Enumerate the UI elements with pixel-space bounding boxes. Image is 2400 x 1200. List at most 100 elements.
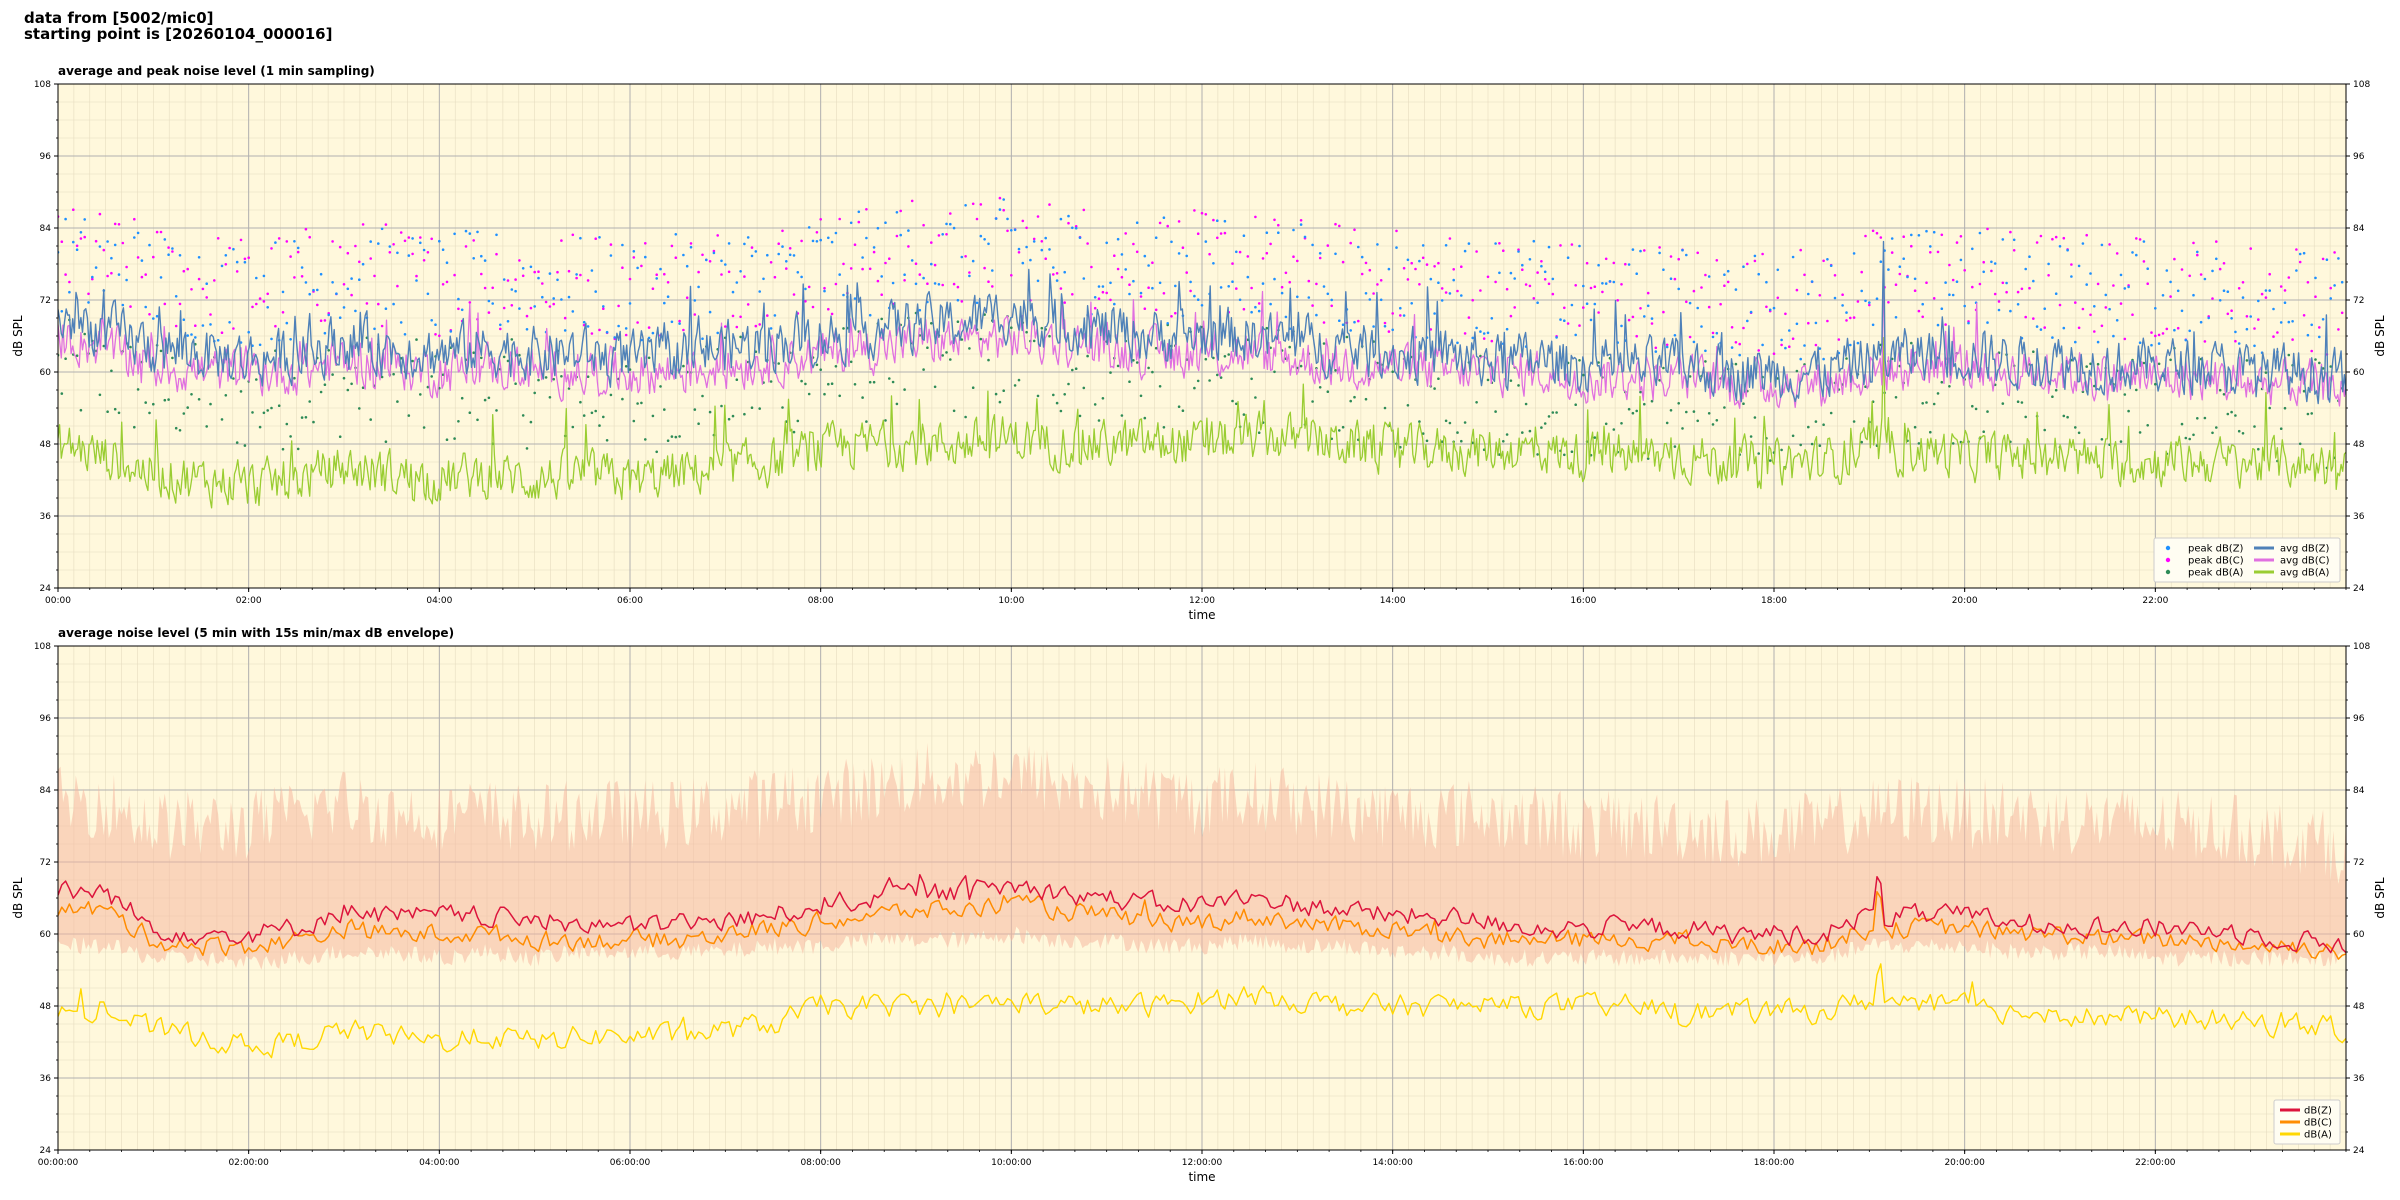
peak-dBC-point bbox=[201, 287, 205, 291]
peak-dBC-point bbox=[1254, 215, 1257, 219]
peak-dBC-point bbox=[1791, 337, 1795, 341]
peak-dBC-point bbox=[113, 222, 117, 226]
y-axis-label-right: dB SPL bbox=[2373, 315, 2387, 357]
peak-dBC-point bbox=[914, 262, 918, 266]
peak-dBC-point bbox=[1181, 246, 1185, 249]
peak-dBZ-point bbox=[1257, 309, 1261, 313]
peak-dBA-point bbox=[2054, 388, 2058, 392]
peak-dBC-point bbox=[1269, 242, 1272, 246]
x-tick-label: 14:00 bbox=[1380, 596, 1406, 606]
peak-dBA-point bbox=[2196, 417, 2199, 420]
peak-dBA-point bbox=[174, 426, 178, 430]
peak-dBA-point bbox=[2062, 414, 2066, 418]
peak-dBC-point bbox=[136, 256, 140, 259]
peak-dBC-point bbox=[1334, 222, 1337, 226]
peak-dBZ-point bbox=[449, 330, 453, 333]
peak-dBC-point bbox=[1086, 242, 1089, 245]
peak-dBA-point bbox=[480, 356, 483, 360]
peak-dBC-point bbox=[2108, 243, 2111, 246]
peak-dBZ-point bbox=[491, 302, 495, 305]
peak-dBC-point bbox=[1200, 211, 1204, 215]
peak-dBA-point bbox=[289, 435, 292, 438]
peak-dBZ-point bbox=[1955, 280, 1959, 284]
peak-dBA-point bbox=[1109, 371, 1112, 374]
peak-dBC-point bbox=[1951, 278, 1955, 282]
peak-dBZ-point bbox=[1856, 341, 1860, 345]
peak-dBC-point bbox=[1715, 259, 1719, 262]
peak-dBC-point bbox=[769, 261, 773, 264]
peak-dBA-point bbox=[1017, 378, 1021, 382]
peak-dBZ-point bbox=[1822, 357, 1825, 361]
peak-dBZ-point bbox=[1448, 292, 1452, 295]
peak-dBZ-point bbox=[312, 288, 315, 292]
peak-dBZ-point bbox=[930, 262, 933, 266]
peak-dBZ-point bbox=[1921, 302, 1924, 306]
peak-dBZ-point bbox=[2173, 328, 2176, 332]
peak-dBC-point bbox=[834, 282, 838, 286]
peak-dBC-point bbox=[2138, 238, 2142, 241]
peak-dBA-point bbox=[1795, 369, 1799, 373]
peak-dBC-point bbox=[1399, 314, 1402, 317]
peak-dBA-point bbox=[941, 354, 944, 357]
peak-dBZ-point bbox=[1158, 281, 1162, 285]
peak-dBC-point bbox=[2077, 326, 2081, 330]
peak-dBZ-point bbox=[769, 327, 773, 330]
peak-dBC-point bbox=[1002, 208, 1005, 212]
peak-dBA-point bbox=[1704, 360, 1707, 363]
peak-dBA-point bbox=[2085, 365, 2088, 368]
peak-dBA-point bbox=[2074, 426, 2077, 429]
peak-dBZ-point bbox=[979, 234, 983, 238]
peak-dBC-point bbox=[727, 270, 731, 274]
peak-dBA-point bbox=[2016, 400, 2020, 404]
peak-dBC-point bbox=[407, 236, 411, 239]
peak-dBA-point bbox=[312, 420, 315, 424]
peak-dBC-point bbox=[1006, 229, 1009, 233]
peak-dBZ-point bbox=[2089, 272, 2092, 275]
peak-dBA-point bbox=[190, 393, 193, 396]
peak-dBA-point bbox=[1974, 407, 1978, 411]
peak-dBC-point bbox=[411, 252, 414, 256]
peak-dBA-point bbox=[956, 320, 960, 324]
peak-dBA-point bbox=[838, 394, 841, 398]
peak-dBA-point bbox=[582, 414, 586, 417]
peak-dBZ-point bbox=[1280, 291, 1284, 295]
peak-dBZ-point bbox=[1585, 302, 1589, 306]
peak-dBC-point bbox=[537, 270, 540, 274]
peak-dBZ-point bbox=[72, 240, 75, 244]
peak-dBZ-point bbox=[2298, 252, 2302, 256]
peak-dBC-point bbox=[2222, 262, 2226, 265]
peak-dBZ-point bbox=[1025, 245, 1028, 249]
peak-dBZ-point bbox=[2100, 243, 2104, 247]
peak-dBA-point bbox=[926, 346, 929, 350]
peak-dBA-point bbox=[853, 383, 857, 386]
peak-dBC-point bbox=[1807, 321, 1810, 325]
peak-dBC-point bbox=[346, 251, 350, 255]
peak-dBC-point bbox=[2054, 235, 2058, 239]
peak-dBA-point bbox=[544, 376, 548, 379]
peak-dBZ-point bbox=[480, 254, 483, 258]
peak-dBZ-point bbox=[1726, 269, 1730, 273]
peak-dBZ-point bbox=[731, 290, 735, 294]
peak-dBC-point bbox=[308, 235, 312, 239]
peak-dBZ-point bbox=[1174, 284, 1177, 288]
peak-dBZ-point bbox=[1032, 240, 1036, 243]
peak-dBC-point bbox=[968, 271, 971, 274]
peak-dBZ-point bbox=[464, 229, 468, 233]
peak-dBC-point bbox=[2169, 295, 2172, 298]
peak-dBA-point bbox=[594, 409, 597, 413]
peak-dBZ-point bbox=[2150, 343, 2153, 347]
peak-dBZ-point bbox=[1479, 330, 1482, 333]
peak-dBZ-point bbox=[136, 231, 140, 235]
peak-dBC-point bbox=[388, 251, 392, 254]
peak-dBZ-point bbox=[2009, 309, 2012, 313]
peak-dBC-point bbox=[918, 273, 922, 276]
peak-dBZ-point bbox=[773, 314, 777, 317]
peak-dBZ-point bbox=[87, 301, 90, 304]
peak-dBZ-point bbox=[434, 323, 437, 327]
peak-dBA-point bbox=[895, 402, 899, 406]
peak-dBA-point bbox=[2218, 388, 2222, 392]
peak-dBA-point bbox=[865, 420, 868, 423]
peak-dBA-point bbox=[2020, 401, 2024, 404]
peak-dBZ-point bbox=[399, 321, 403, 324]
peak-dBZ-point bbox=[1440, 299, 1444, 302]
